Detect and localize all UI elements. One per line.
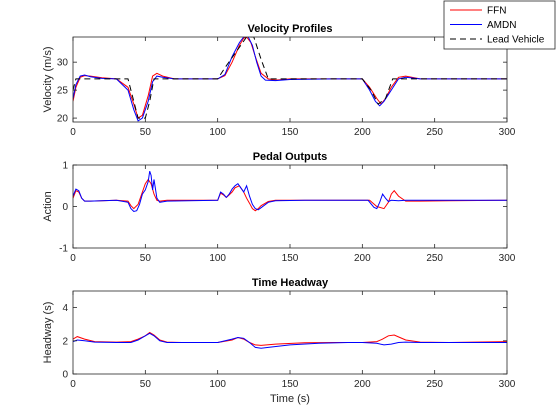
series-line-amdn: [73, 171, 507, 213]
subplot-3: 0 50 100 150 200 250 300 0 2 4 Time Headway Headway…: [42, 277, 516, 405]
legend-entry: Lead Vehicle: [487, 35, 545, 46]
y-tick-label: 20: [57, 114, 69, 125]
y-tick-label: 2: [62, 336, 68, 347]
y-tick-label: 4: [62, 303, 68, 314]
x-tick-label: 300: [499, 127, 516, 138]
series-line-ffn: [73, 178, 507, 212]
x-tick-label: 0: [70, 379, 76, 390]
x-tick-label: 300: [499, 379, 516, 390]
x-axis-label: Time (s): [270, 393, 310, 405]
x-tick-label: 200: [354, 253, 371, 264]
y-tick-label: 25: [57, 86, 69, 97]
y-axis-label: Velocity (m/s): [42, 46, 54, 112]
x-tick-label: 250: [426, 253, 443, 264]
x-tick-label: 100: [209, 253, 226, 264]
x-tick-label: 200: [354, 127, 371, 138]
y-axis-label: Headway (s): [42, 302, 54, 364]
chart-title: Time Headway: [252, 277, 329, 289]
legend: FFN AMDN Lead Vehicle: [443, 0, 556, 50]
chart-title: Pedal Outputs: [253, 151, 328, 163]
x-tick-label: 100: [209, 127, 226, 138]
y-tick-label: -1: [59, 244, 68, 255]
x-tick-label: 50: [140, 379, 152, 390]
x-tick-label: 50: [140, 127, 152, 138]
y-tick-label: 0: [62, 370, 68, 381]
series-line-lead-vehicle: [73, 37, 507, 119]
legend-entry: AMDN: [487, 20, 516, 31]
x-tick-label: 200: [354, 379, 371, 390]
series-line-amdn: [73, 37, 507, 122]
x-tick-label: 0: [70, 127, 76, 138]
x-tick-label: 250: [426, 379, 443, 390]
x-tick-label: 50: [140, 253, 152, 264]
x-tick-label: 300: [499, 253, 516, 264]
x-tick-label: 0: [70, 253, 76, 264]
x-tick-label: 150: [282, 253, 299, 264]
x-tick-label: 100: [209, 379, 226, 390]
x-tick-label: 150: [282, 127, 299, 138]
y-tick-label: 1: [62, 161, 68, 172]
chart-title: Velocity Profiles: [248, 23, 333, 35]
y-axis-label: Action: [42, 191, 54, 222]
series-line-ffn: [73, 331, 507, 346]
series-line-amdn: [73, 332, 507, 349]
x-tick-label: 150: [282, 379, 299, 390]
legend-entry: FFN: [487, 6, 506, 17]
x-tick-label: 250: [426, 127, 443, 138]
subplot-1: 0 50 100 150 200 250 300 20 25 30 Velocity Profile…: [42, 23, 516, 138]
y-tick-label: 0: [62, 202, 68, 213]
y-tick-label: 30: [57, 58, 69, 69]
